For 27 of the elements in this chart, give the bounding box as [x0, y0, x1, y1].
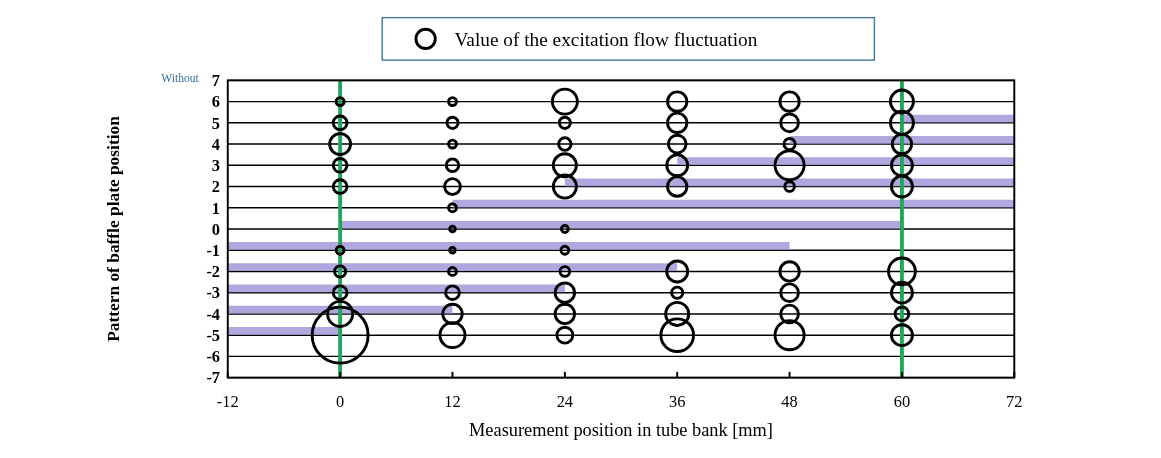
x-tick-label: 0: [336, 391, 345, 411]
x-tick-label: -12: [216, 391, 239, 411]
y-tick-label: -5: [206, 325, 221, 345]
y-tick-label: -6: [206, 347, 221, 367]
y-tick-label: 5: [211, 113, 221, 133]
y-tick-label: -3: [206, 283, 221, 303]
y-tick-label: 6: [211, 92, 221, 112]
x-tick-label: 48: [781, 391, 798, 411]
x-tick-label: 36: [669, 391, 686, 411]
x-tick-label: 12: [444, 391, 461, 411]
y-tick-label: 3: [211, 156, 221, 176]
y-tick-label: -4: [206, 304, 221, 324]
y-tick-label: 2: [211, 177, 221, 197]
y-tick-label: -7: [206, 368, 221, 388]
x-tick-label: 60: [893, 391, 911, 411]
y-tick-label: 7: [211, 71, 221, 91]
x-tick-label: 24: [556, 391, 574, 411]
text: Without: [161, 72, 200, 86]
y-tick-label: 1: [211, 198, 221, 218]
x-axis-title: Measurement position in tube bank [mm]: [469, 419, 773, 440]
y-tick-label: -1: [206, 240, 221, 260]
y-axis-title: Pattern of baffle plate position: [103, 115, 123, 342]
x-tick-label: 72: [1006, 391, 1023, 411]
y-tick-label: 4: [211, 134, 221, 154]
y-tick-label: 0: [211, 219, 221, 239]
legend-label: Value of the excitation flow fluctuation: [454, 28, 758, 50]
y-tick-label: -2: [206, 262, 221, 282]
